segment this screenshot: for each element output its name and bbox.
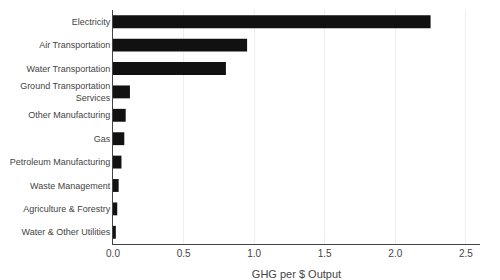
svg-text:1.0: 1.0 (247, 248, 261, 259)
svg-text:2.0: 2.0 (388, 248, 402, 259)
svg-text:Air Transportation: Air Transportation (39, 40, 110, 50)
svg-text:Petroleum Manufacturing: Petroleum Manufacturing (10, 157, 111, 167)
svg-text:GHG per $ Output: GHG per $ Output (252, 268, 341, 280)
svg-text:1.5: 1.5 (318, 248, 332, 259)
svg-text:2.5: 2.5 (459, 248, 473, 259)
svg-text:Water Transportation: Water Transportation (26, 64, 110, 74)
svg-text:Electricity: Electricity (72, 17, 111, 27)
svg-text:0.5: 0.5 (177, 248, 191, 259)
svg-text:Ground TransportationServices: Ground TransportationServices (20, 81, 111, 103)
svg-text:Water & Other Utilities: Water & Other Utilities (22, 227, 111, 237)
svg-text:Other Manufacturing: Other Manufacturing (28, 110, 110, 120)
svg-text:Agriculture & Forestry: Agriculture & Forestry (23, 204, 111, 214)
svg-text:0.0: 0.0 (106, 248, 120, 259)
svg-text:Gas: Gas (94, 134, 111, 144)
svg-text:Waste Management: Waste Management (30, 181, 111, 191)
